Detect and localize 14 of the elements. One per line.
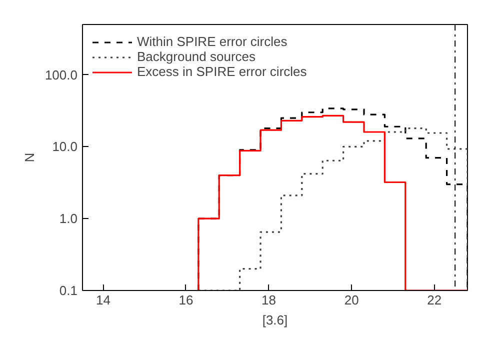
x-tick-label: 14 <box>96 292 110 308</box>
y-tick-label: 0.1 <box>59 283 78 298</box>
legend-label: Within SPIRE error circles <box>137 34 288 49</box>
y-tick-label: 1.0 <box>59 211 78 226</box>
y-tick-label: 100.0 <box>44 67 78 82</box>
x-tick-label: 18 <box>262 292 276 308</box>
legend-label: Excess in SPIRE error circles <box>137 64 307 79</box>
x-axis-title: [3.6] <box>262 312 288 328</box>
y-axis-title: N <box>22 152 37 162</box>
legend-label: Background sources <box>137 49 256 64</box>
x-tick-label: 20 <box>344 292 359 308</box>
x-tick-label: 22 <box>427 292 442 308</box>
y-tick-label: 10.0 <box>52 139 78 154</box>
x-tick-label: 16 <box>178 292 194 308</box>
